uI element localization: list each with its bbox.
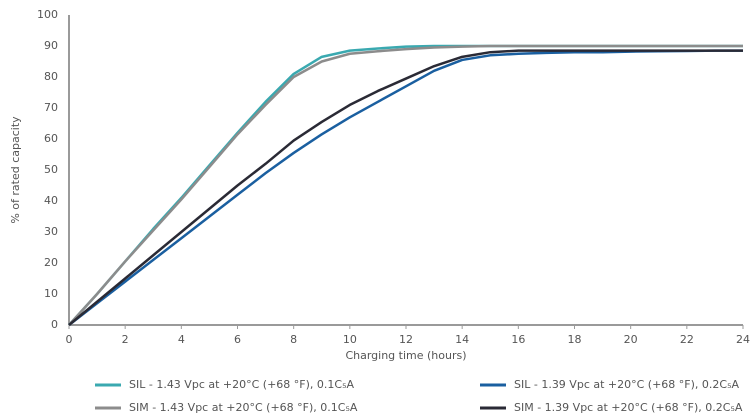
- series-line: [68, 49, 743, 326]
- y-tick-label: 20: [44, 256, 58, 269]
- y-tick-label: 70: [44, 101, 58, 114]
- x-tick-label: 14: [455, 333, 469, 346]
- legend-label: SIM - 1.43 Vpc at +20°C (+68 °F), 0.1C₅A: [129, 401, 358, 414]
- legend-label: SIM - 1.39 Vpc at +20°C (+68 °F), 0.2C₅A: [514, 401, 743, 414]
- series-line: [68, 49, 743, 326]
- legend-label: SIL - 1.43 Vpc at +20°C (+68 °F), 0.1C₅A: [129, 378, 354, 391]
- x-axis-label: Charging time (hours): [345, 349, 466, 362]
- y-tick-label: 10: [44, 287, 58, 300]
- x-tick-label: 4: [178, 333, 185, 346]
- y-axis-label: % of rated capacity: [9, 116, 22, 224]
- x-tick-label: 2: [122, 333, 129, 346]
- series-line: [68, 44, 743, 326]
- y-tick-label: 40: [44, 194, 58, 207]
- y-tick-label: 50: [44, 163, 58, 176]
- y-tick-label: 60: [44, 132, 58, 145]
- x-tick-label: 0: [66, 333, 73, 346]
- x-tick-label: 20: [624, 333, 638, 346]
- x-tick-label: 10: [343, 333, 357, 346]
- y-tick-label: 0: [51, 318, 58, 331]
- x-tick-label: 16: [511, 333, 525, 346]
- x-tick-label: 6: [234, 333, 241, 346]
- x-tick-label: 22: [680, 333, 694, 346]
- y-tick-label: 80: [44, 70, 58, 83]
- y-tick-label: 100: [37, 8, 58, 21]
- y-tick-label: 30: [44, 225, 58, 238]
- legend-label: SIL - 1.39 Vpc at +20°C (+68 °F), 0.2C₅A: [514, 378, 739, 391]
- x-tick-label: 8: [290, 333, 297, 346]
- x-tick-label: 24: [736, 333, 750, 346]
- x-tick-label: 12: [399, 333, 413, 346]
- series-line: [68, 44, 743, 326]
- x-tick-label: 18: [568, 333, 582, 346]
- y-tick-label: 90: [44, 39, 58, 52]
